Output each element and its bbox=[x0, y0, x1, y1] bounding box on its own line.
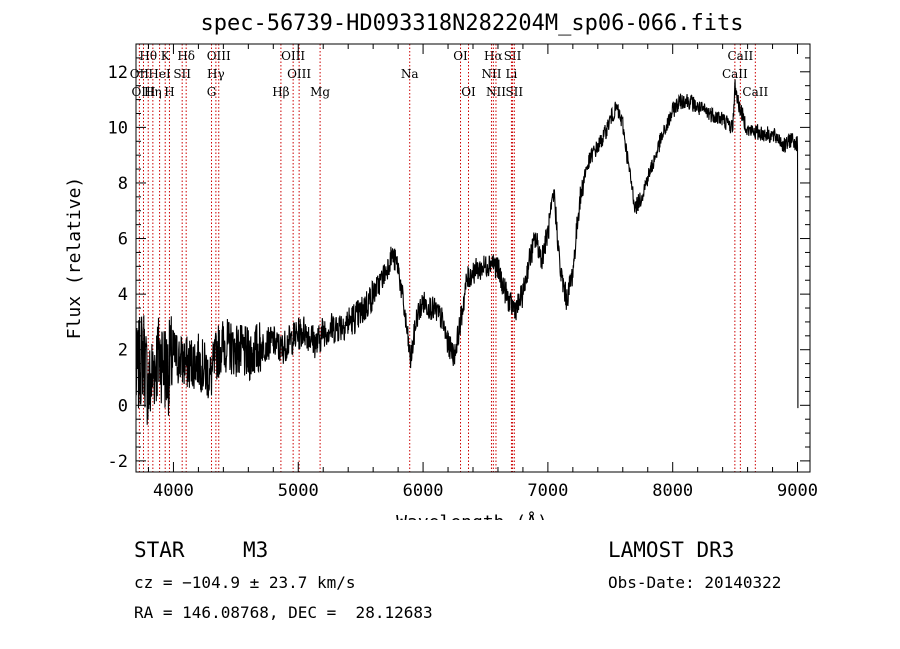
line-marker-label: CaII bbox=[727, 49, 753, 63]
spectrum-line bbox=[135, 79, 799, 425]
x-tick-label: 5000 bbox=[278, 481, 319, 501]
observation-date: Obs-Date: 20140322 bbox=[608, 573, 782, 592]
line-marker-label: OIII bbox=[131, 85, 155, 99]
line-marker-label: H bbox=[164, 85, 174, 99]
line-marker-label: Hη bbox=[144, 85, 162, 99]
x-tick-label: 4000 bbox=[153, 481, 194, 501]
survey-name: LAMOST DR3 bbox=[608, 538, 735, 562]
line-marker-label: Hθ bbox=[139, 49, 157, 63]
line-marker-label: K bbox=[161, 49, 171, 63]
line-marker-label: OII bbox=[130, 67, 150, 81]
line-marker-label: CaII bbox=[722, 67, 748, 81]
y-tick-label: 12 bbox=[108, 63, 128, 83]
spectrum-chart: spec-56739-HD093318N282204M_sp06-066.fit… bbox=[64, 11, 818, 520]
y-tick-label: 4 bbox=[118, 285, 128, 305]
y-axis-label: Flux (relative) bbox=[64, 177, 85, 340]
line-marker-label: Hγ bbox=[207, 67, 225, 81]
chart-title: spec-56739-HD093318N282204M_sp06-066.fit… bbox=[200, 11, 743, 36]
x-tick-label: 6000 bbox=[403, 481, 444, 501]
x-tick-label: 9000 bbox=[777, 481, 818, 501]
y-tick-label: 6 bbox=[118, 230, 128, 250]
line-marker-label: NII bbox=[486, 85, 506, 99]
spectrum-chart-svg: spec-56739-HD093318N282204M_sp06-066.fit… bbox=[64, 11, 818, 520]
line-marker-label: Hδ bbox=[177, 49, 195, 63]
line-marker-label: OIII bbox=[207, 49, 231, 63]
object-class: STAR bbox=[134, 538, 185, 562]
axes: 4000 5000 6000 7000 8000 9000 -2 0 2 4 6 8 10 12 bbox=[108, 44, 818, 501]
line-marker-label: SII bbox=[173, 67, 191, 81]
line-marker-label: OI bbox=[461, 85, 476, 99]
line-marker-label: NII bbox=[481, 67, 501, 81]
y-tick-label: -2 bbox=[108, 452, 128, 472]
line-marker-label: SII bbox=[505, 85, 523, 99]
coordinates-readout: RA = 146.08768, DEC = 28.12683 bbox=[134, 603, 433, 622]
x-tick-label: 7000 bbox=[527, 481, 568, 501]
y-tick-label: 0 bbox=[118, 396, 128, 416]
line-marker-label: OI bbox=[453, 49, 468, 63]
line-marker-label: Li bbox=[506, 67, 518, 81]
y-tick-label: 8 bbox=[118, 174, 128, 194]
line-marker-label: OIII bbox=[281, 49, 305, 63]
redshift-readout: cz = −104.9 ± 23.7 km/s bbox=[134, 573, 356, 592]
line-marker-label: SII bbox=[504, 49, 522, 63]
y-tick-label: 10 bbox=[108, 118, 128, 138]
object-subclass: M3 bbox=[243, 538, 269, 562]
line-marker-label: G bbox=[207, 85, 217, 99]
x-axis-label: Wavelength (Å) bbox=[396, 511, 548, 520]
line-marker-label: HeI bbox=[148, 67, 171, 81]
x-tick-label: 8000 bbox=[652, 481, 693, 501]
line-marker-label: Mg bbox=[310, 85, 330, 99]
plot-frame bbox=[135, 43, 811, 473]
line-marker-label: Na bbox=[401, 67, 419, 81]
line-marker-label: CaII bbox=[742, 85, 768, 99]
line-marker-label: Hβ bbox=[272, 85, 289, 99]
line-marker-label: OIII bbox=[287, 67, 311, 81]
y-tick-label: 2 bbox=[118, 341, 128, 361]
line-marker-label: Hα bbox=[484, 49, 503, 63]
